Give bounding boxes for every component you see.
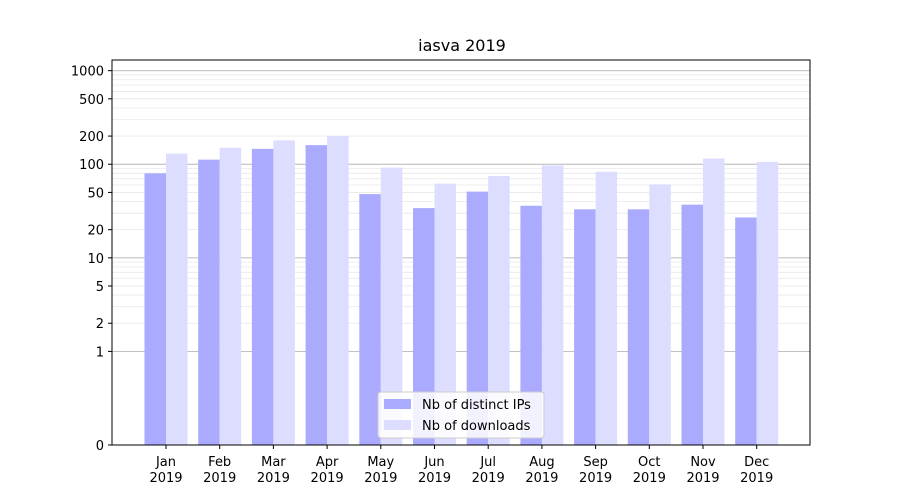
bar-distinct-ips [144, 173, 166, 445]
x-tick-label-year: 2019 [149, 471, 182, 486]
bar-downloads [273, 140, 295, 445]
x-tick-label-month: Dec [744, 455, 769, 470]
x-tick-label-month: Feb [208, 455, 231, 470]
y-tick-label: 1000 [71, 65, 104, 80]
x-tick-label-month: Apr [316, 455, 339, 470]
bar-distinct-ips [735, 217, 757, 445]
y-tick-label: 1 [96, 345, 104, 360]
y-tick-label: 100 [79, 158, 104, 173]
bar-downloads [488, 175, 510, 445]
bar-distinct-ips [520, 205, 542, 445]
bar-downloads [703, 158, 725, 445]
bar-downloads [327, 136, 349, 446]
bar-distinct-ips [466, 191, 489, 445]
y-tick-label: 10 [87, 252, 104, 267]
legend: Nb of distinct IPs Nb of downloads [377, 391, 545, 439]
x-tick-label-year: 2019 [418, 471, 451, 486]
bar-distinct-ips [413, 208, 435, 445]
plot-frame [111, 59, 811, 446]
y-tick-label: 20 [87, 224, 104, 239]
y-tick-label: 5 [96, 280, 104, 295]
x-tick-label-month: Aug [529, 455, 554, 470]
bar-downloads [380, 167, 403, 445]
y-tick-label: 0 [96, 439, 104, 454]
legend-label: Nb of downloads [422, 419, 531, 434]
bar-distinct-ips [359, 194, 381, 445]
x-tick-label-month: Jul [479, 455, 496, 470]
legend-swatch [384, 420, 411, 430]
bar-distinct-ips [574, 209, 596, 445]
y-tick-label: 200 [79, 130, 104, 145]
x-tick-label-month: Jan [155, 455, 176, 470]
y-tick-label: 2 [96, 317, 104, 332]
y-tick-label: 500 [79, 93, 104, 108]
y-tick-label: 50 [87, 186, 104, 201]
bar-downloads [756, 161, 779, 445]
bar-downloads [166, 153, 188, 446]
x-tick-label-year: 2019 [525, 471, 558, 486]
x-tick-label-year: 2019 [686, 471, 719, 486]
legend-box [377, 391, 545, 439]
x-tick-label-month: Oct [638, 455, 660, 470]
bar-distinct-ips [198, 159, 220, 445]
x-tick-label-month: Sep [583, 455, 608, 470]
bar-distinct-ips [681, 204, 703, 445]
x-tick-label-month: May [367, 455, 394, 470]
bar-distinct-ips [305, 145, 328, 445]
x-tick-label-year: 2019 [633, 471, 666, 486]
bar-downloads [649, 184, 671, 445]
x-tick-label-year: 2019 [203, 471, 236, 486]
y-axis: 0 1 2 5 10 20 50 100 200 500 1000 [71, 65, 112, 454]
x-tick-label-year: 2019 [740, 471, 773, 486]
x-axis: Jan2019Feb2019Mar2019Apr2019May2019Jun20… [149, 445, 773, 486]
x-tick-label-year: 2019 [579, 471, 612, 486]
legend-label: Nb of distinct IPs [422, 398, 531, 413]
bars [144, 136, 779, 446]
legend-swatch [384, 399, 411, 409]
x-tick-label-year: 2019 [257, 471, 290, 486]
x-tick-label-year: 2019 [311, 471, 344, 486]
x-tick-label-year: 2019 [364, 471, 397, 486]
bar-distinct-ips [251, 148, 274, 445]
x-tick-label-year: 2019 [472, 471, 505, 486]
bar-downloads [219, 147, 242, 445]
bar-downloads [541, 165, 564, 446]
x-tick-label-month: Nov [690, 455, 716, 470]
chart-title: iasva 2019 [418, 36, 506, 55]
bar-downloads [595, 171, 618, 445]
x-tick-label-month: Jun [423, 455, 444, 470]
bar-distinct-ips [627, 209, 650, 445]
bar-downloads [434, 183, 456, 445]
x-tick-label-month: Mar [261, 455, 286, 470]
